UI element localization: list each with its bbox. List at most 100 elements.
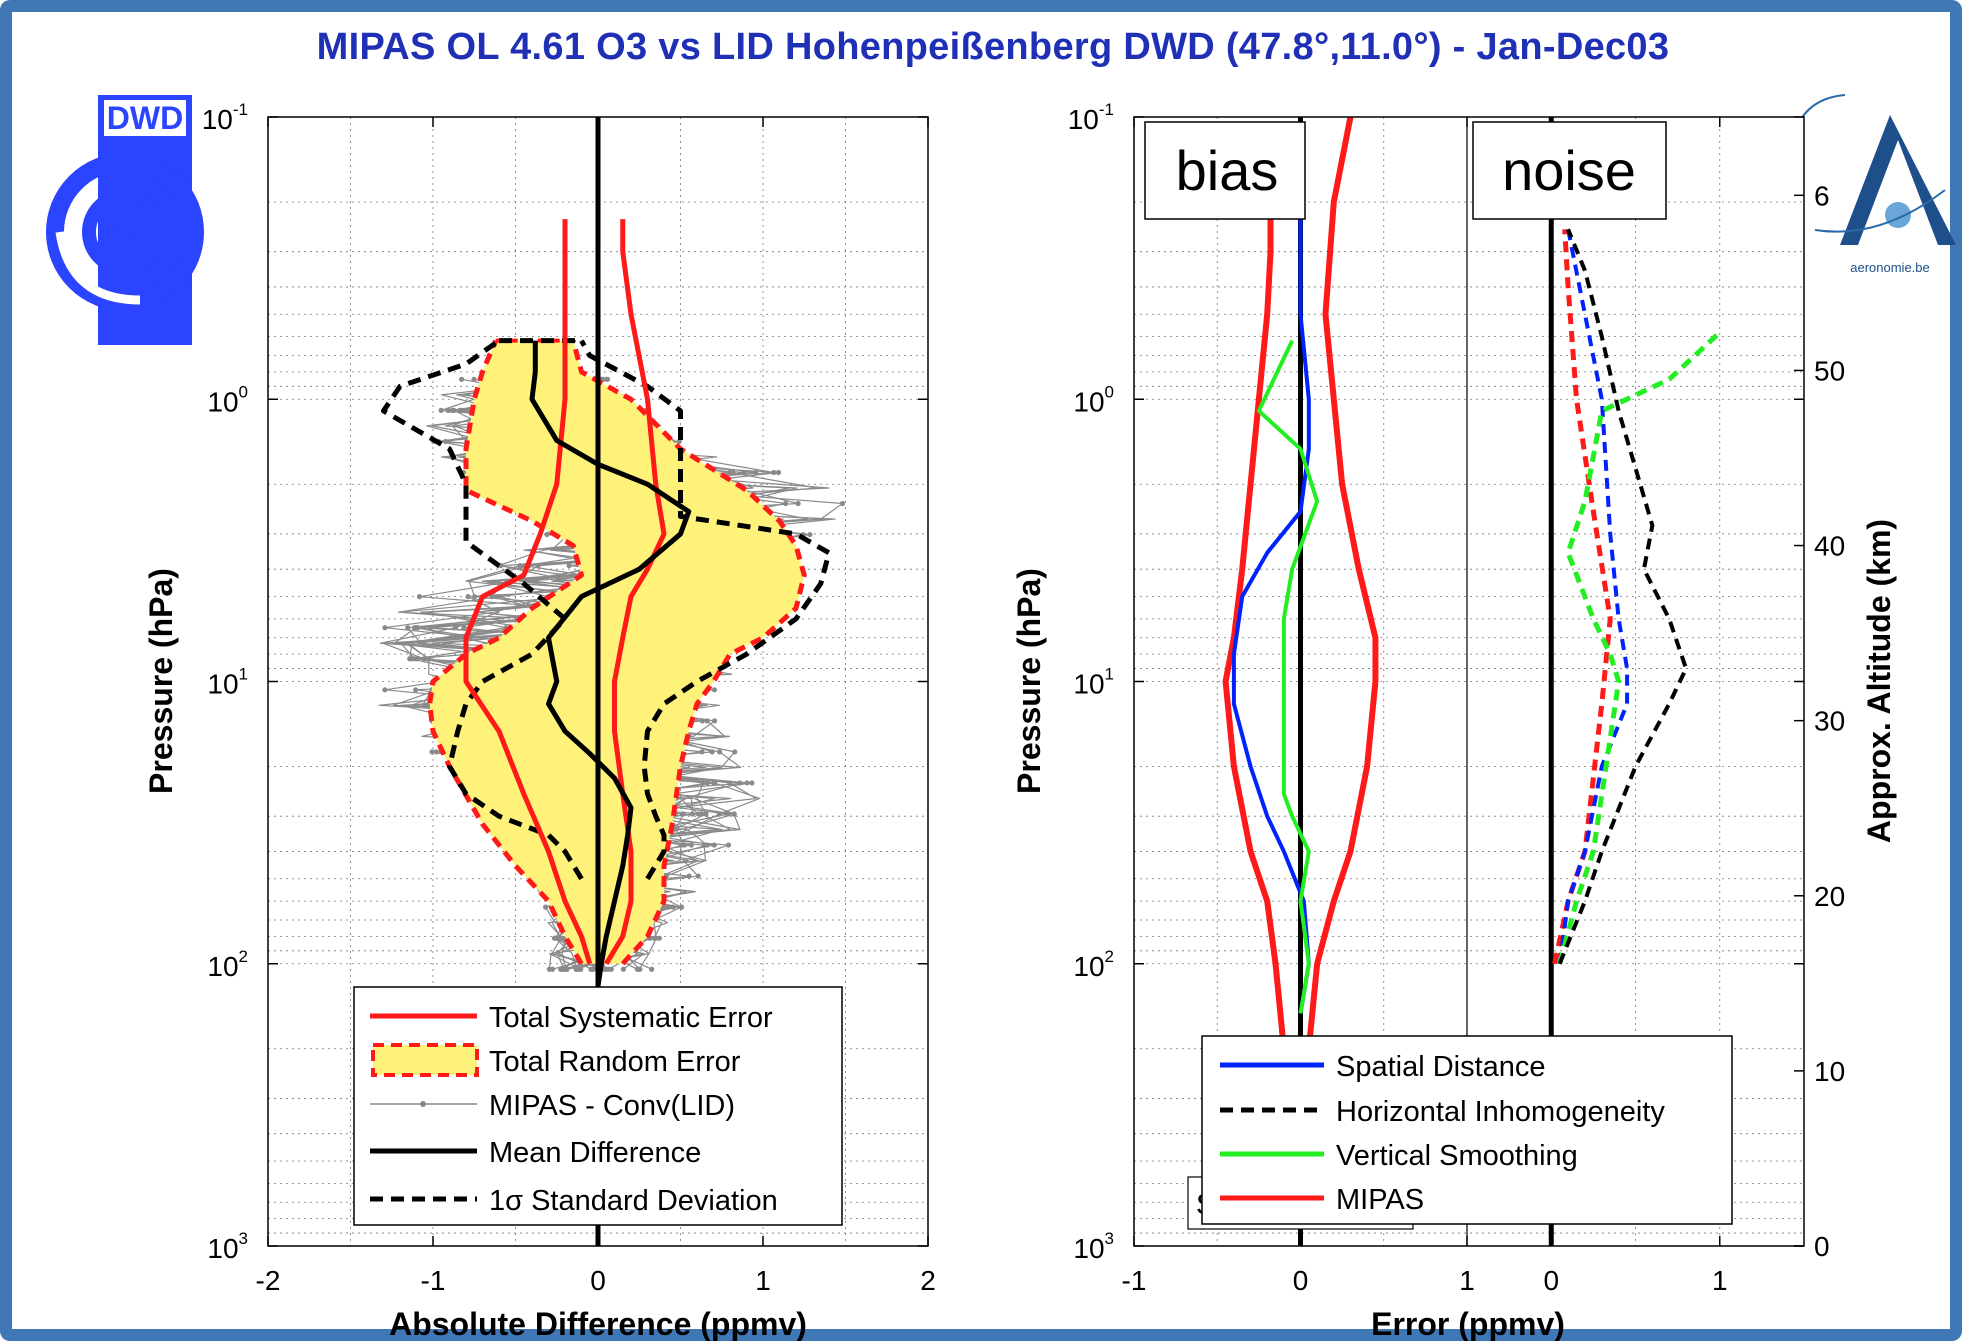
y-tick-label: 10-1 (1068, 100, 1114, 135)
y2-tick-label: 0 (1814, 1231, 1830, 1262)
noise-label-box (1472, 121, 1667, 220)
mipas-conv-point (700, 780, 706, 786)
right-chart-data (1222, 116, 1722, 1246)
x-tick-label: 1 (755, 1265, 771, 1296)
bias-label: bias (1176, 139, 1279, 202)
mipas-conv-point (730, 469, 736, 476)
legend-label-horizontal: Horizontal Inhomogeneity (1336, 1096, 1665, 1128)
mipas-conv-point (731, 811, 737, 817)
noise-vertical-smoothing (1557, 330, 1722, 965)
mipas-conv-point (699, 749, 705, 755)
mipas-conv-point (749, 780, 755, 786)
x-tick-label: 1 (1459, 1265, 1475, 1296)
right-chart-ylabel: Pressure (hPa) (1011, 568, 1047, 794)
legend-label-random: Total Random Error (489, 1046, 741, 1078)
mipas-conv-point (471, 376, 477, 382)
mipas-conv-point (415, 625, 421, 631)
mipas-conv-point (716, 749, 723, 755)
mipas-conv-point (651, 935, 657, 941)
figure-title: MIPAS OL 4.61 O3 vs LID Hohenpeißenberg … (316, 26, 1670, 68)
random-error-upper (570, 340, 807, 966)
mipas-conv-point (413, 687, 419, 693)
mipas-conv-point (807, 531, 813, 538)
y-tick-exponent: 1 (1105, 665, 1114, 684)
mipas-conv-point (711, 687, 718, 693)
y-tick-label: 100 (207, 382, 248, 417)
bias-mipas-upper (1305, 116, 1379, 1050)
mipas-conv-point (589, 966, 595, 972)
mipas-conv-point (732, 749, 738, 755)
mipas-conv-point (461, 625, 467, 631)
mipas-conv-point (382, 625, 388, 631)
y-tick-label: 102 (1073, 947, 1114, 982)
mipas-conv-point (442, 438, 449, 445)
legend-label-std: 1σ Standard Deviation (489, 1185, 778, 1217)
bias-vertical-smoothing (1256, 339, 1320, 1014)
y-tick-exponent: 2 (1105, 947, 1114, 966)
mipas-conv-point (558, 966, 564, 972)
mipas-conv-point (605, 966, 611, 972)
mipas-conv-point (546, 966, 552, 972)
y2-tick-label: 10 (1814, 1056, 1845, 1087)
mipas-conv-point (699, 811, 705, 817)
mipas-conv-point (701, 842, 707, 848)
mipas-conv-point (382, 687, 388, 693)
right-chart-legend: Spatial Distance Horizontal Inhomogeneit… (1201, 1035, 1733, 1225)
right-chart-y2label: Approx. Altitude (km) (1861, 519, 1897, 843)
mipas-conv-point (634, 966, 640, 972)
x-tick-label: 2 (920, 1265, 936, 1296)
left-chart-ylabel: Pressure (hPa) (143, 568, 179, 794)
mipas-conv-point (555, 935, 561, 941)
mipas-conv-point (416, 594, 423, 600)
y2-tick-label: 6 (1814, 180, 1830, 211)
bias-label-box (1144, 121, 1306, 220)
y-tick-label: 101 (1073, 665, 1114, 700)
legend-label-mipas-conv: MIPAS - Conv(LID) (489, 1090, 735, 1122)
mipas-conv-point (676, 438, 682, 445)
legend-swatch-random (371, 1043, 479, 1077)
mipas-conv-point (578, 966, 584, 972)
mipas-conv-point (782, 500, 789, 507)
bias-spatial-distance (1231, 213, 1311, 1014)
y-tick-exponent: 3 (1105, 1229, 1114, 1248)
mipas-conv-point (543, 904, 549, 910)
mipas-conv-point (727, 780, 733, 786)
mipas-conv-point (429, 749, 435, 755)
legend-label-vertical: Vertical Smoothing (1336, 1140, 1578, 1172)
mipas-conv-point (445, 407, 451, 413)
random-error-lower (427, 339, 584, 966)
y-tick-label: 103 (207, 1229, 248, 1264)
mipas-conv-point (544, 531, 550, 538)
mipas-conv-point (711, 842, 717, 848)
aeronomie-logo-text: aeronomie.be (1850, 260, 1930, 275)
mipas-conv-point (695, 873, 701, 879)
y-tick-label: 100 (1073, 382, 1114, 417)
mipas-conv-point (725, 811, 731, 817)
x-tick-label: 0 (590, 1265, 606, 1296)
mipas-conv-point (573, 966, 579, 972)
y-tick-exponent: 1 (239, 665, 248, 684)
y-tick-exponent: -1 (233, 100, 248, 119)
mipas-conv-point (725, 842, 732, 848)
y-tick-exponent: 3 (239, 1229, 248, 1248)
y2-tick-label: 20 (1814, 881, 1845, 912)
mipas-conv-point (438, 407, 444, 413)
x-tick-label: 0 (1543, 1265, 1559, 1296)
mipas-conv-point (775, 469, 782, 476)
legend-label-systematic: Total Systematic Error (489, 1002, 773, 1034)
legend-label-mean: Mean Difference (489, 1137, 701, 1169)
mipas-conv-point (566, 563, 572, 569)
mipas-conv-point (465, 594, 471, 600)
x-tick-label: 1 (1712, 1265, 1728, 1296)
left-chart-xlabel: Absolute Difference (ppmv) (389, 1306, 807, 1341)
y-tick-exponent: 2 (239, 947, 248, 966)
mean-difference-line (529, 340, 692, 987)
noise-spatial-distance (1557, 228, 1630, 965)
right-chart-xlabel: Error (ppmv) (1371, 1306, 1565, 1341)
mipas-conv-point (688, 842, 694, 848)
y-tick-label: 102 (207, 947, 248, 982)
noise-label: noise (1502, 139, 1636, 202)
